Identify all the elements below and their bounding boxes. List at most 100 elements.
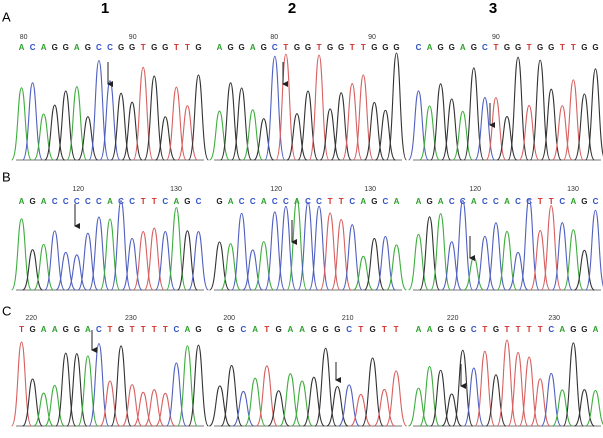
- trace-peak: [154, 231, 176, 291]
- base-call: A: [228, 197, 234, 206]
- trace-peak: [187, 74, 209, 161]
- base-call: G: [537, 43, 543, 52]
- position-number: 130: [567, 186, 579, 193]
- base-call: A: [559, 325, 565, 334]
- base-call: C: [196, 197, 202, 206]
- trace-peak: [44, 384, 66, 427]
- trace-peak: [220, 243, 242, 291]
- base-call: G: [162, 43, 168, 52]
- position-number: 220: [447, 315, 459, 322]
- base-call: T: [174, 43, 179, 52]
- arrows: [74, 62, 495, 389]
- base-call: C: [250, 197, 256, 206]
- base-call: G: [471, 43, 477, 52]
- base-call: G: [370, 325, 376, 334]
- trace-peak: [154, 116, 176, 161]
- base-call: T: [264, 325, 269, 334]
- base-call: A: [294, 197, 300, 206]
- base-call: A: [19, 197, 25, 206]
- base-call: G: [581, 325, 587, 334]
- base-call: G: [334, 325, 340, 334]
- trace-peak: [463, 67, 485, 161]
- base-call: C: [240, 325, 246, 334]
- base-call: C: [346, 325, 352, 334]
- trace-peak: [286, 113, 308, 161]
- base-call: G: [515, 43, 521, 52]
- base-call: C: [305, 197, 311, 206]
- trace-peak: [419, 105, 441, 161]
- base-call: G: [74, 325, 80, 334]
- trace-peak: [187, 344, 209, 427]
- trace-peak: [208, 385, 231, 427]
- base-call: G: [338, 43, 344, 52]
- position-number: 90: [492, 34, 500, 41]
- trace-peak: [143, 75, 165, 161]
- trace-peak: [363, 237, 385, 291]
- base-call: C: [482, 197, 488, 206]
- base-call: G: [29, 325, 35, 334]
- base-call: A: [593, 325, 599, 334]
- trace-peak: [99, 218, 121, 291]
- base-call: A: [41, 325, 47, 334]
- base-call: C: [449, 197, 455, 206]
- base-call: T: [493, 43, 498, 52]
- trace-peak: [585, 389, 603, 427]
- trace-peak: [110, 200, 132, 291]
- base-call: G: [151, 43, 157, 52]
- base-call: C: [173, 325, 179, 334]
- trace-peak: [408, 233, 430, 291]
- base-call: C: [63, 197, 69, 206]
- base-call: G: [129, 43, 135, 52]
- trace-peak: [452, 200, 474, 291]
- base-call: G: [493, 325, 499, 334]
- base-call: G: [85, 43, 91, 52]
- position-number: 230: [548, 315, 560, 322]
- base-call: A: [85, 325, 91, 334]
- trace-peak: [507, 56, 529, 161]
- base-call: A: [416, 197, 422, 206]
- base-call: G: [382, 43, 388, 52]
- position-number: 210: [342, 315, 354, 322]
- trace-peak: [518, 104, 540, 161]
- position-number: 120: [270, 186, 282, 193]
- base-call: G: [52, 43, 58, 52]
- trace-peak: [529, 378, 551, 427]
- trace-peak: [353, 255, 374, 291]
- base-call: A: [460, 43, 466, 52]
- position-number: 90: [368, 34, 376, 41]
- base-call: G: [426, 197, 432, 206]
- base-call: T: [185, 43, 190, 52]
- base-call: C: [30, 43, 36, 52]
- trace-peak: [584, 68, 603, 161]
- trace-peak: [132, 391, 154, 427]
- base-call: G: [195, 325, 201, 334]
- base-call: G: [393, 43, 399, 52]
- base-call: T: [141, 197, 146, 206]
- trace-peak: [373, 388, 396, 427]
- base-call: G: [438, 43, 444, 52]
- base-call: C: [460, 197, 466, 206]
- trace-peak: [314, 347, 337, 427]
- trace-peak: [255, 365, 278, 427]
- position-number: 200: [223, 315, 235, 322]
- base-call: A: [394, 197, 400, 206]
- base-call: T: [339, 197, 344, 206]
- base-call: G: [118, 43, 124, 52]
- base-call: A: [504, 197, 510, 206]
- base-call: A: [416, 325, 422, 334]
- base-call: C: [548, 325, 554, 334]
- base-call: T: [527, 43, 532, 52]
- trace-peak: [165, 86, 187, 161]
- trace-peak: [77, 116, 99, 161]
- base-call: A: [438, 197, 444, 206]
- trace-peak: [374, 109, 396, 161]
- base-call: A: [427, 325, 433, 334]
- trace-peak: [33, 113, 55, 161]
- trace-peak: [44, 104, 66, 161]
- trace-peak: [474, 350, 496, 427]
- position-number: 80: [20, 34, 28, 41]
- base-call: A: [19, 43, 25, 52]
- trace-peak: [267, 390, 290, 427]
- base-call: G: [217, 325, 223, 334]
- trace-peak: [165, 362, 187, 427]
